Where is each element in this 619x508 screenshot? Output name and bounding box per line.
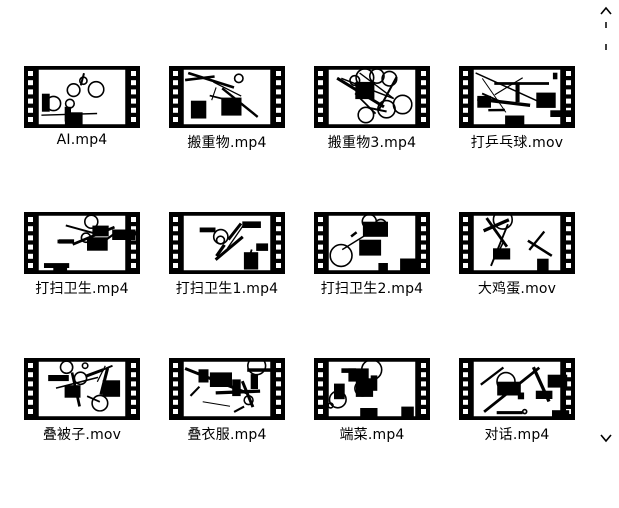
file-name: 搬重物.mp4 <box>145 132 309 152</box>
file-item[interactable]: 打扫卫生2.mp4 <box>290 212 434 362</box>
file-thumbnail <box>459 66 575 128</box>
video-file-icon <box>24 66 140 128</box>
video-file-icon <box>169 66 285 128</box>
file-thumbnail <box>24 66 140 128</box>
file-name: 搬重物3.mp4 <box>290 132 454 152</box>
video-file-icon <box>169 212 285 274</box>
file-item[interactable]: AI.mp4 <box>0 66 144 216</box>
video-file-icon <box>314 66 430 128</box>
file-item[interactable]: 搬重物.mp4 <box>145 66 289 216</box>
file-thumbnail <box>314 212 430 274</box>
file-name: 打扫卫生1.mp4 <box>145 278 309 298</box>
file-thumbnail <box>459 358 575 420</box>
file-thumbnail <box>24 212 140 274</box>
scroll-down-button[interactable] <box>599 431 613 445</box>
video-file-icon <box>24 358 140 420</box>
file-thumbnail <box>24 358 140 420</box>
file-name: 对话.mp4 <box>435 424 599 444</box>
file-item[interactable]: 叠被子.mov <box>0 358 144 508</box>
file-item[interactable]: 大鸡蛋.mov <box>435 212 579 362</box>
file-name: 大鸡蛋.mov <box>435 278 599 298</box>
file-thumbnail <box>314 66 430 128</box>
video-file-icon <box>459 358 575 420</box>
file-item[interactable]: 搬重物3.mp4 <box>290 66 434 216</box>
file-item[interactable]: 端菜.mp4 <box>290 358 434 508</box>
file-thumbnail <box>314 358 430 420</box>
video-file-icon <box>24 212 140 274</box>
scroll-up-button[interactable] <box>599 4 613 18</box>
file-name: 叠衣服.mp4 <box>145 424 309 444</box>
file-thumbnail <box>169 212 285 274</box>
file-thumbnail <box>169 66 285 128</box>
video-file-icon <box>169 358 285 420</box>
video-file-icon <box>314 212 430 274</box>
file-thumbnail <box>459 212 575 274</box>
file-item[interactable]: 对话.mp4 <box>435 358 579 508</box>
file-name: 打扫卫生.mp4 <box>0 278 164 298</box>
file-item[interactable]: 打乒乓球.mov <box>435 66 579 216</box>
file-name: 端菜.mp4 <box>290 424 454 444</box>
video-file-icon <box>459 212 575 274</box>
scrollbar-thumb[interactable] <box>604 22 608 50</box>
video-file-icon <box>459 66 575 128</box>
file-item[interactable]: 打扫卫生.mp4 <box>0 212 144 362</box>
file-name: AI.mp4 <box>0 132 164 148</box>
file-grid: AI.mp4 搬重物.mp4 搬重物3.mp4 打乒乓球.mov 打扫卫生.mp… <box>0 0 619 447</box>
file-name: 打乒乓球.mov <box>435 132 599 152</box>
chevron-down-icon <box>600 433 612 443</box>
file-name: 叠被子.mov <box>0 424 164 444</box>
file-thumbnail <box>169 358 285 420</box>
file-item[interactable]: 叠衣服.mp4 <box>145 358 289 508</box>
chevron-up-icon <box>600 6 612 16</box>
file-name: 打扫卫生2.mp4 <box>290 278 454 298</box>
video-file-icon <box>314 358 430 420</box>
file-item[interactable]: 打扫卫生1.mp4 <box>145 212 289 362</box>
